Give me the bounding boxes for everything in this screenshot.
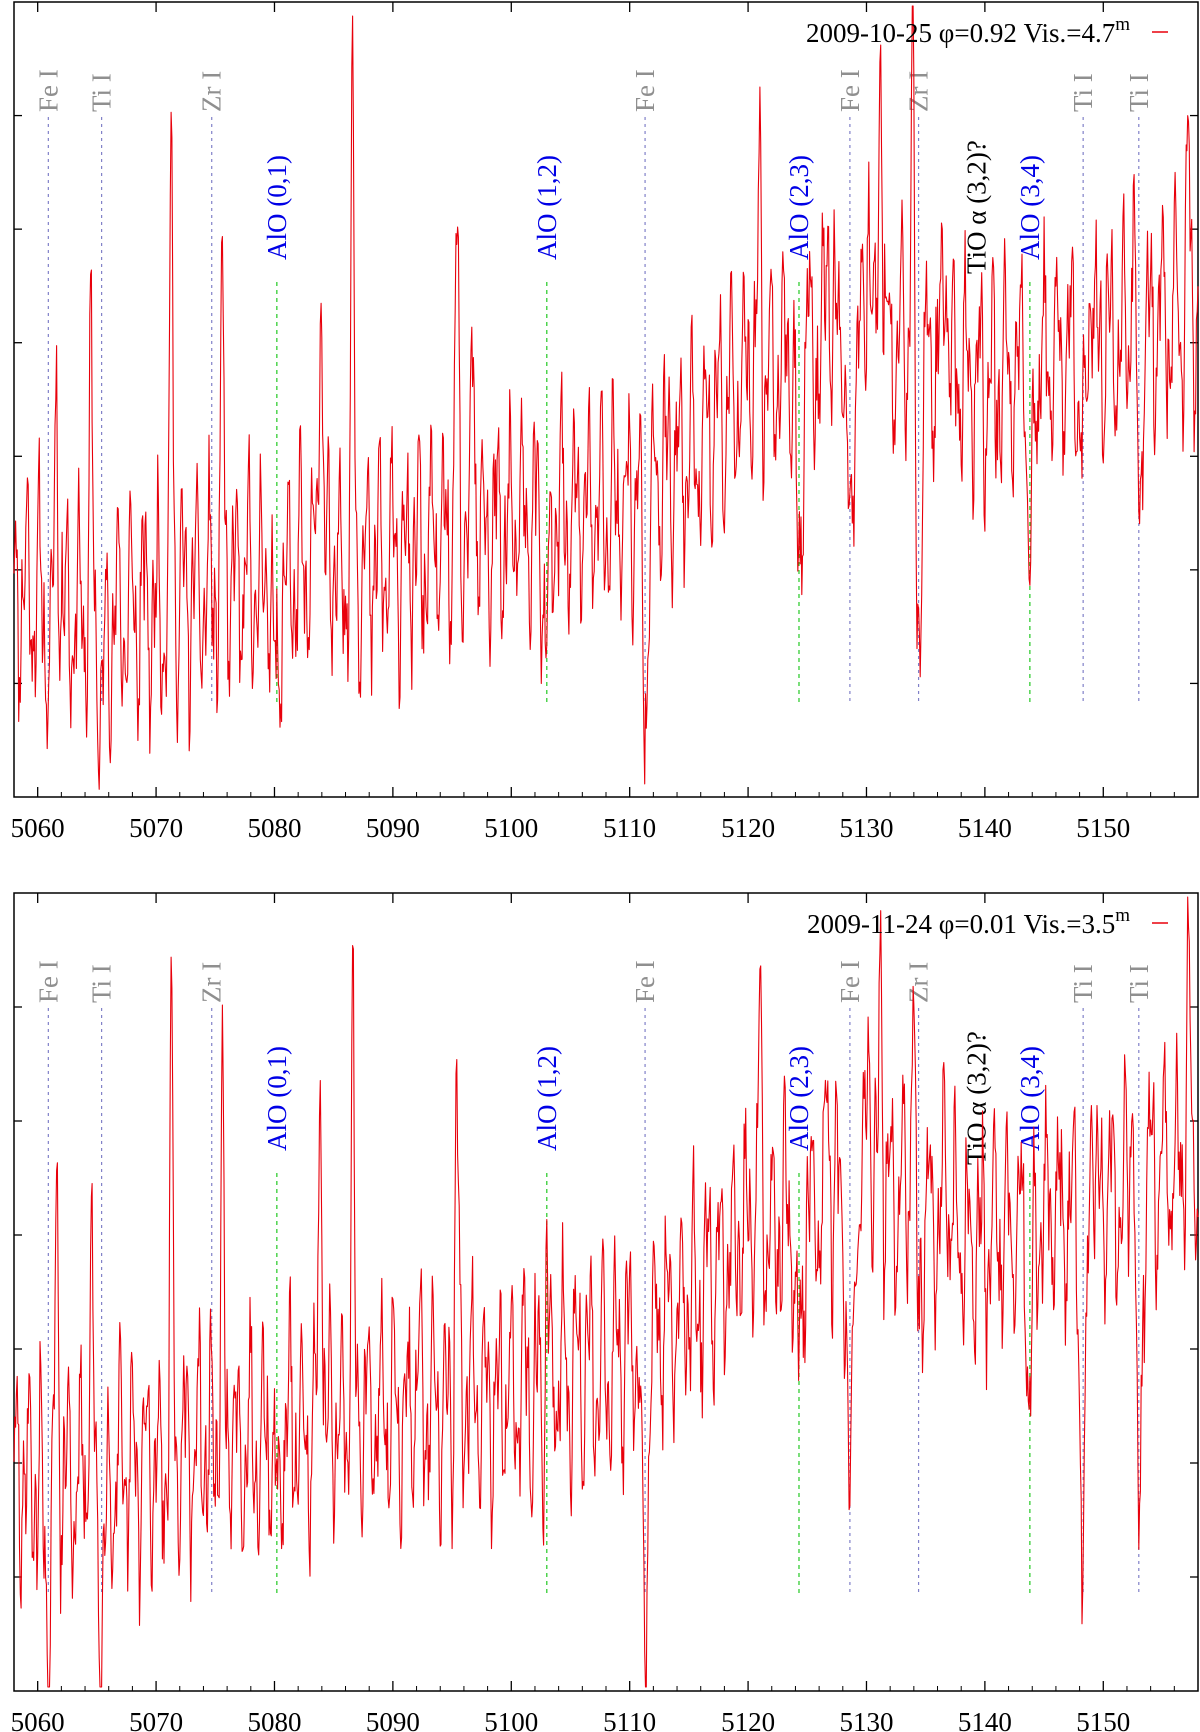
atom-line-label: Fe I <box>835 69 865 112</box>
legend-label: 2009-11-24 φ=0.01 Vis.=3.5m <box>807 905 1130 939</box>
legend-label: 2009-10-25 φ=0.92 Vis.=4.7m <box>806 14 1130 48</box>
x-tick-label: 5080 <box>247 813 301 843</box>
alo-line-label: AlO (3,4) <box>1015 1046 1045 1151</box>
alo-line-label: AlO (3,4) <box>1015 155 1045 260</box>
tio-line-label: TiO α (3,2)? <box>962 140 992 274</box>
legend-date: 2009-11-24 <box>807 909 939 939</box>
x-tick-label: 5140 <box>958 813 1012 843</box>
x-tick-label: 5140 <box>958 1707 1012 1732</box>
atom-line-label: Ti I <box>1068 964 1098 1003</box>
atom-line-label: Fe I <box>630 960 660 1003</box>
legend-phase: φ=0.92 <box>939 18 1024 48</box>
plot-frame <box>13 1 1199 798</box>
atom-line-label: Zr I <box>197 962 227 1003</box>
atom-line-label: Zr I <box>904 71 934 112</box>
x-tick-label: 5060 <box>11 1707 65 1732</box>
alo-line-label: AlO (1,2) <box>532 155 562 260</box>
atom-line-label: Zr I <box>904 962 934 1003</box>
atom-line-label: Ti I <box>1124 73 1154 112</box>
atom-line-label: Fe I <box>33 69 63 112</box>
legend-superscript: m <box>1115 905 1130 926</box>
x-tick-label: 5060 <box>11 813 65 843</box>
alo-line-label: AlO (1,2) <box>532 1046 562 1151</box>
x-tick-label: 5110 <box>603 1707 656 1732</box>
x-tick-label: 5080 <box>247 1707 301 1732</box>
x-tick-label: 5150 <box>1076 1707 1130 1732</box>
panel-2009-11-24: 5060 5070 5080 5090 5100 5110 5120 5130 5140 5150… <box>11 892 1199 1732</box>
alo-line-label: AlO (2,3) <box>784 1046 814 1151</box>
atom-line-label: Ti I <box>87 73 117 112</box>
legend-vis: Vis.=4.7 <box>1024 18 1116 48</box>
x-tick-label: 5120 <box>721 813 775 843</box>
x-tick-label: 5130 <box>839 1707 893 1732</box>
atom-line-label: Fe I <box>835 960 865 1003</box>
alo-line-label: AlO (0,1) <box>262 155 292 260</box>
atom-line-label: Ti I <box>1124 964 1154 1003</box>
x-tick-label: 5090 <box>366 813 420 843</box>
x-tick-label: 5070 <box>129 813 183 843</box>
atom-line-label: Zr I <box>197 71 227 112</box>
atom-line-label: Fe I <box>630 69 660 112</box>
x-tick-label: 5150 <box>1076 813 1130 843</box>
spectrum-line <box>13 5 1199 790</box>
legend-superscript: m <box>1115 14 1130 35</box>
x-tick-label: 5070 <box>129 1707 183 1732</box>
legend-phase: φ=0.01 <box>939 909 1024 939</box>
alo-line-label: AlO (2,3) <box>784 155 814 260</box>
x-tick-label: 5100 <box>484 1707 538 1732</box>
legend-date: 2009-10-25 <box>806 18 939 48</box>
panel-2009-10-25: 5060 5070 5080 5090 5100 5110 5120 5130 5140 5150… <box>11 1 1199 843</box>
x-tick-label: 5090 <box>366 1707 420 1732</box>
x-tick-label: 5130 <box>839 813 893 843</box>
x-tick-label: 5100 <box>484 813 538 843</box>
x-tick-label: 5120 <box>721 1707 775 1732</box>
x-tick-label: 5110 <box>603 813 656 843</box>
alo-line-label: AlO (0,1) <box>262 1046 292 1151</box>
legend-vis: Vis.=3.5 <box>1024 909 1116 939</box>
atom-line-label: Ti I <box>87 964 117 1003</box>
atom-line-label: Ti I <box>1068 73 1098 112</box>
atom-line-label: Fe I <box>33 960 63 1003</box>
spectrum-line <box>13 896 1199 1688</box>
tio-line-label: TiO α (3,2)? <box>962 1031 992 1165</box>
